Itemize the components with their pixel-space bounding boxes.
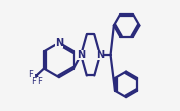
Text: N: N (55, 38, 63, 48)
Text: N: N (96, 50, 104, 60)
Text: F: F (31, 77, 36, 86)
Text: F: F (28, 70, 33, 79)
Text: F: F (37, 77, 42, 86)
Text: N: N (77, 50, 85, 60)
